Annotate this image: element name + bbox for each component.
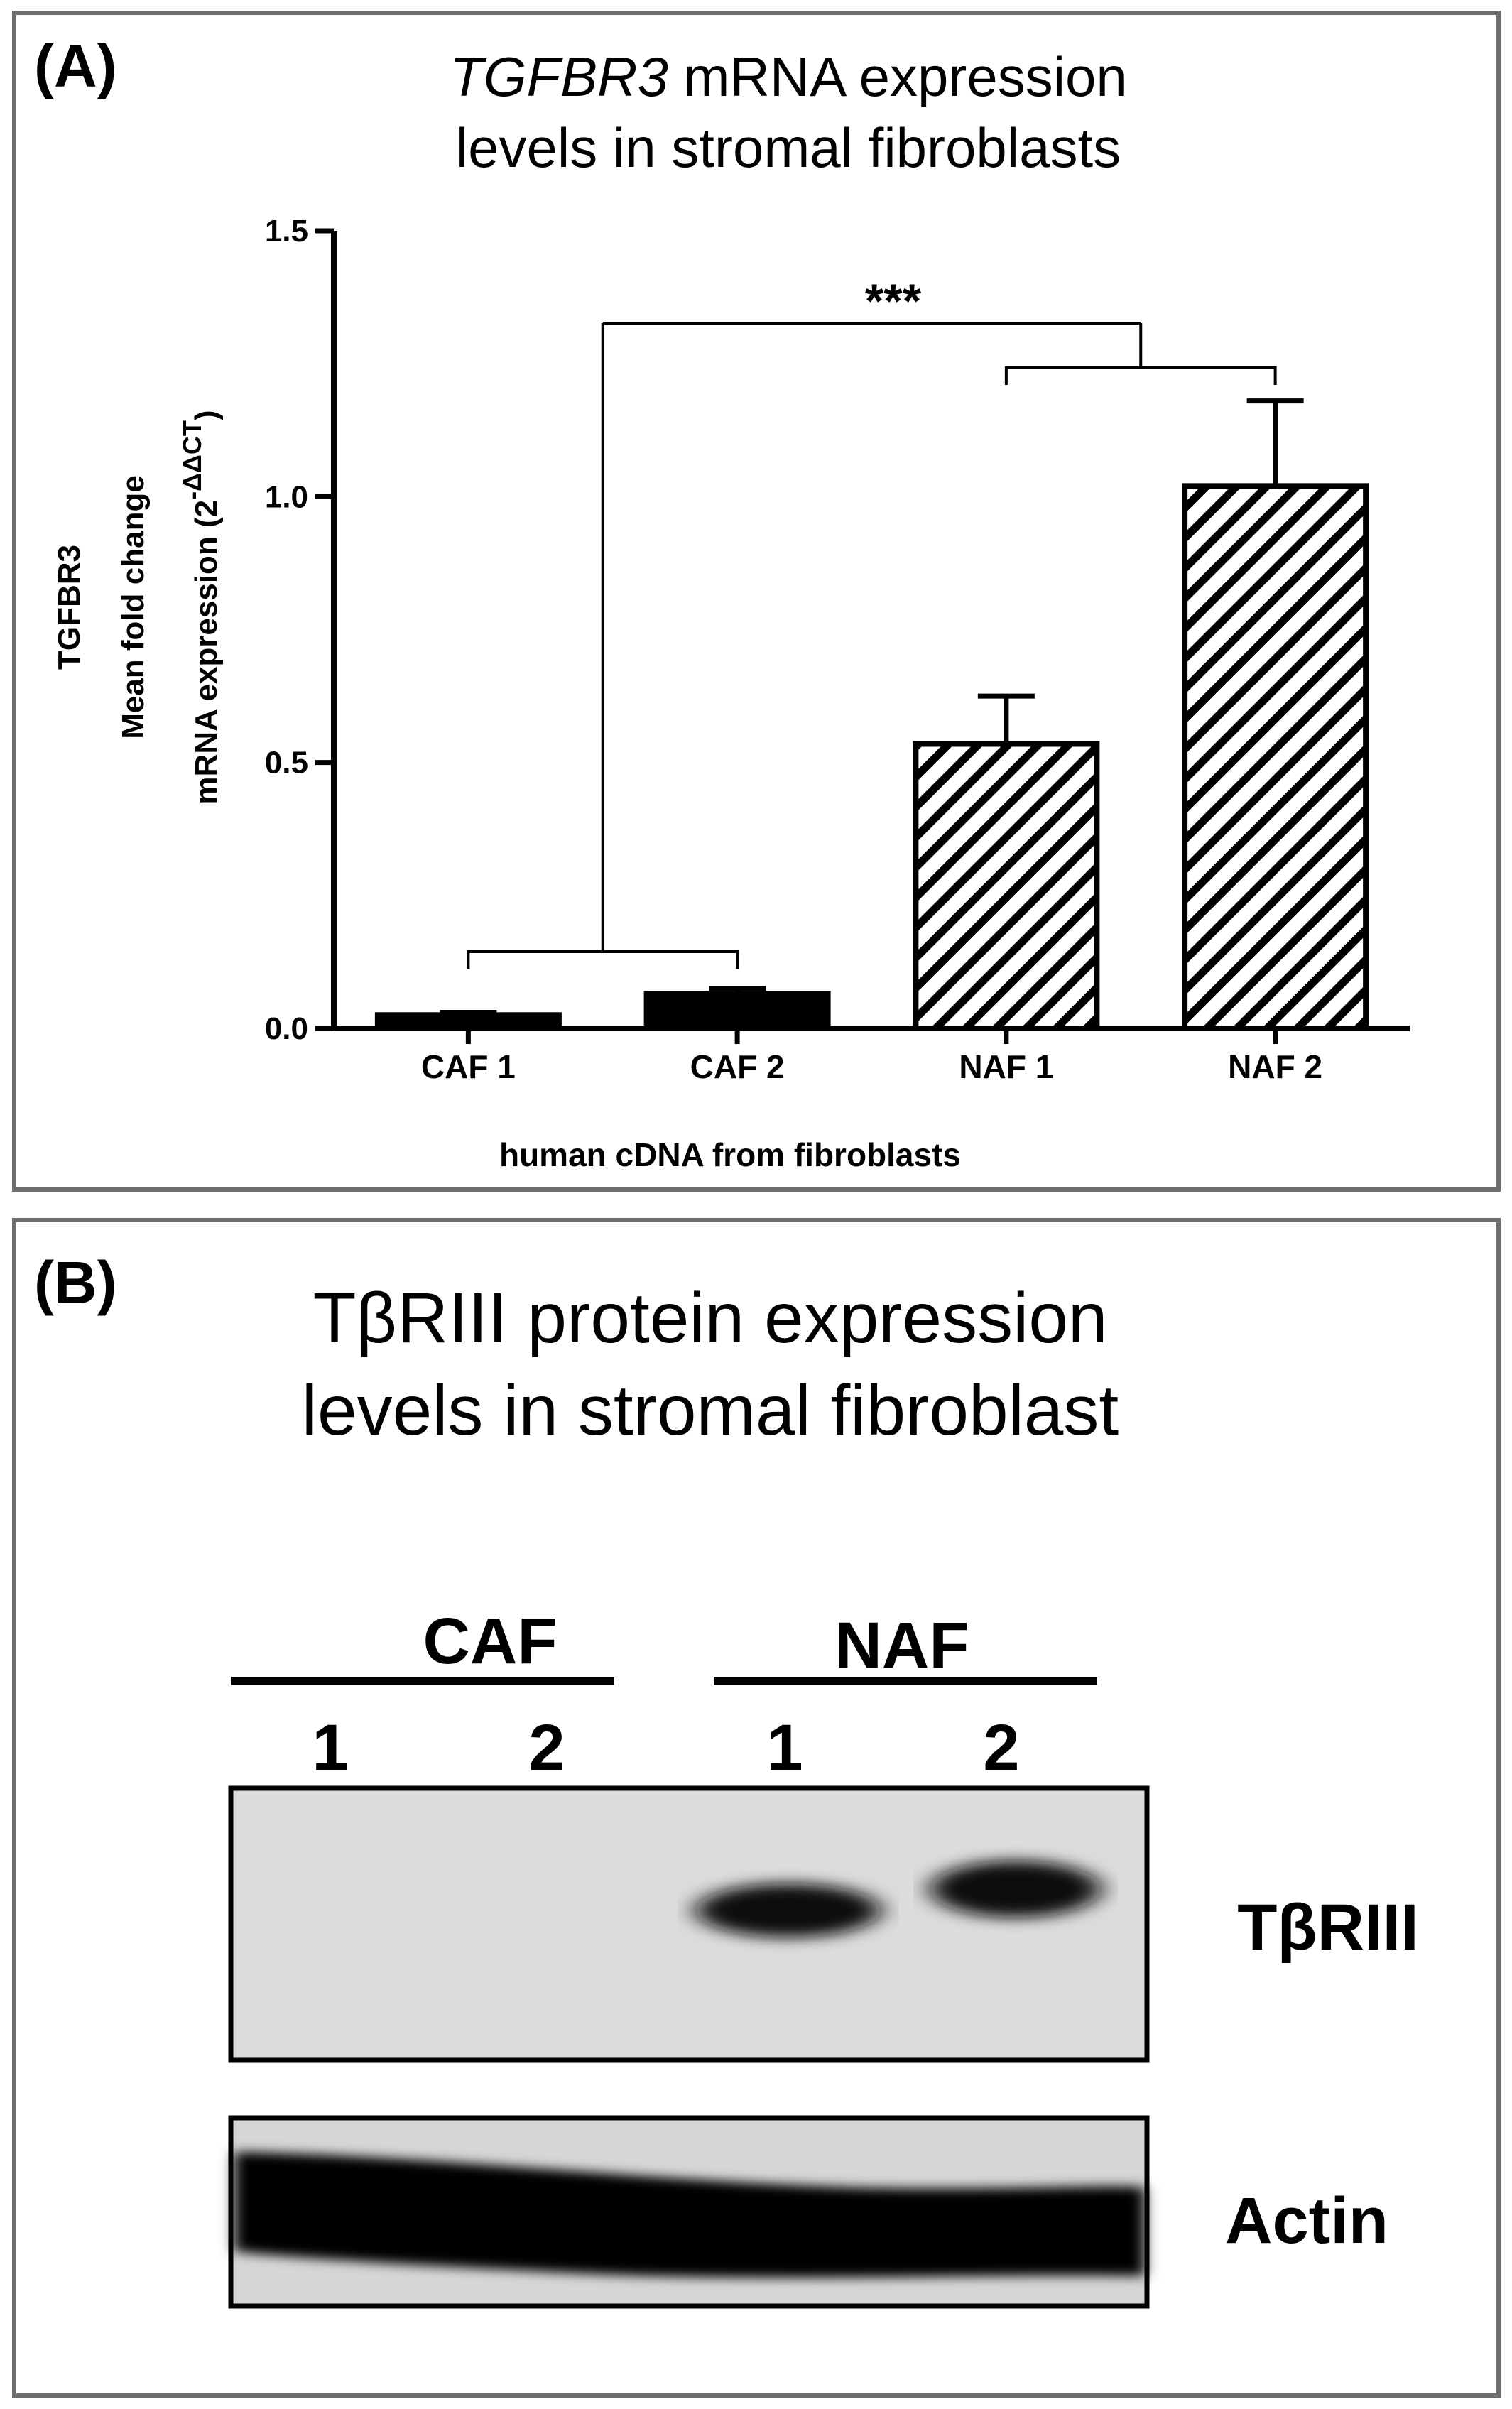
bar	[913, 741, 1100, 1032]
blot-title-line2: levels in stromal fibroblast	[302, 1371, 1119, 1450]
band-naf1	[696, 1883, 881, 1937]
chart-title-line1: TGFBR3 mRNA expression	[450, 45, 1127, 108]
bar	[1182, 483, 1369, 1031]
x-tick-label: CAF 2	[690, 1048, 785, 1085]
blot-tbriii	[228, 1785, 1150, 2063]
y-tick-label: 0.5	[265, 746, 308, 781]
y-tick-label: 0.0	[265, 1011, 308, 1046]
lane-label: 1	[766, 1712, 803, 1784]
panel-a-frame	[12, 11, 1501, 1192]
y-axis-label-line2: Mean fold change	[116, 475, 151, 739]
panel-b: (B) TβRIII protein expression levels in …	[12, 1218, 1501, 2398]
panel-a-label: (A)	[34, 33, 117, 99]
lane-label: 1	[312, 1712, 348, 1784]
band-actin	[234, 2152, 1145, 2278]
x-tick-label: NAF 1	[959, 1048, 1053, 1085]
x-tick-label: CAF 1	[421, 1048, 516, 1085]
significance-bracket	[1004, 366, 1277, 385]
y-axis-label-line1: TGFBR3	[52, 545, 87, 670]
x-axis-label: human cDNA from fibroblasts	[499, 1136, 961, 1173]
significance-label: ***	[865, 274, 922, 328]
y-tick-label: 1.0	[265, 479, 308, 514]
blot-tbriii-membrane	[228, 1785, 1150, 2063]
bar-chart: 0.0 0.5 1.0 1.5 CAF 1 CAF 2 NAF 1 NAF 2 ***	[265, 214, 1410, 1085]
group-label-caf: CAF	[423, 1605, 557, 1677]
panel-b-label: (B)	[34, 1249, 117, 1316]
y-tick-label: 1.5	[265, 214, 308, 249]
band-naf2	[930, 1861, 1101, 1918]
panel-a: (A) TGFBR3 mRNA expression levels in str…	[12, 11, 1501, 1192]
blot-actin	[228, 2115, 1150, 2309]
blot-label-tbriii: TβRIII	[1237, 1891, 1418, 1964]
significance-bracket	[467, 950, 739, 969]
x-tick-label: NAF 2	[1228, 1048, 1322, 1085]
y-axis-label-line3: mRNA expression (2-ΔΔCT)	[178, 410, 224, 804]
panel-b-frame	[12, 1218, 1501, 2398]
blot-title-line1: TβRIII protein expression	[312, 1278, 1107, 1358]
group-label-naf: NAF	[834, 1609, 969, 1682]
bar	[643, 991, 831, 1032]
chart-title-line2: levels in stromal fibroblasts	[456, 116, 1121, 179]
bar	[374, 1012, 562, 1031]
blot-label-actin: Actin	[1225, 2185, 1388, 2257]
lane-label: 2	[983, 1712, 1019, 1784]
lane-label: 2	[528, 1712, 565, 1784]
